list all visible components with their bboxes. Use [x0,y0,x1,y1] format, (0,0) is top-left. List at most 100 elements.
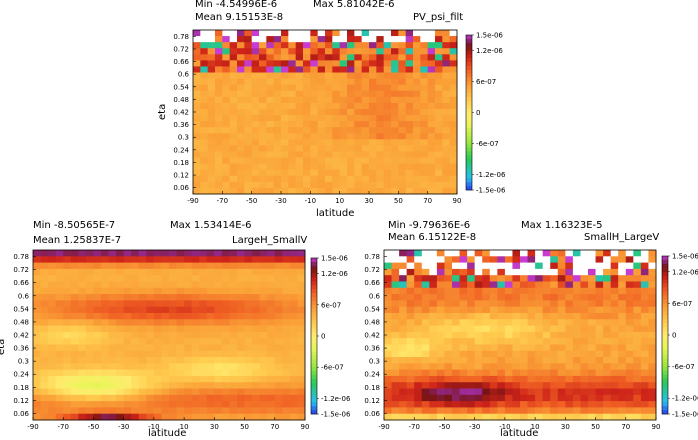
heatmap-cell-p3 [595,413,604,421]
heatmap-cell-p2 [229,287,238,295]
heatmap-cell-p3 [610,413,619,421]
heatmap-cell-p2 [116,331,125,339]
heatmap-cell-p1 [295,84,304,92]
heatmap-cell-p1 [449,72,458,79]
heatmap-cell-p3 [406,325,415,333]
heatmap-cell-p1 [347,163,355,171]
heatmap-cell-p2 [252,250,261,257]
heatmap-cell-p1 [281,127,289,134]
heatmap-cell-p2 [153,388,162,396]
heatmap-cell-p3 [459,275,468,282]
heatmap-cell-p3 [452,312,460,320]
heatmap-cell-p1 [435,151,443,158]
heatmap-cell-p1 [215,145,223,152]
heatmap-cell-p3 [527,300,536,308]
heatmap-cell-p3 [406,394,415,402]
heatmap-cell-p2 [138,312,147,320]
heatmap-cell-p2 [161,256,170,263]
heatmap-cell-p2 [237,375,245,383]
heatmap-cell-p3 [610,268,619,276]
heatmap-cell-p1 [354,66,363,73]
heatmap-cell-p3 [482,375,491,383]
heatmap-cell-p2 [161,388,170,396]
colorbar-segment-p2 [311,285,317,290]
heatmap-cell-p1 [295,108,304,116]
heatmap-cell-p3 [625,401,634,408]
heatmap-cell-p1 [354,127,363,134]
heatmap-cell-p3 [452,319,460,326]
heatmap-cell-p3 [618,281,627,289]
heatmap-cell-p3 [482,388,491,396]
heatmap-cell-p3 [504,256,513,263]
heatmap-cell-p3 [444,287,453,295]
heatmap-cell-p3 [580,256,589,263]
colorbar-tick-label-p2: 1.2e-06 [321,270,348,278]
heatmap-cell-p2 [63,350,72,358]
heatmap-cell-p2 [199,363,208,371]
heatmap-cell-p2 [33,382,41,389]
heatmap-cell-p1 [200,102,209,110]
heatmap-cell-p3 [436,388,445,396]
y-tick-label-p1: 0.12 [173,172,189,180]
heatmap-cell-p3 [482,275,491,282]
heatmap-cell-p1 [325,42,333,49]
heatmap-cell-p3 [399,275,408,282]
heatmap-cell-p1 [361,127,370,134]
heatmap-cell-p1 [391,54,399,61]
heatmap-cell-p2 [259,357,268,364]
heatmap-cell-p3 [399,394,408,402]
heatmap-cell-p2 [214,294,223,301]
heatmap-cell-p1 [281,187,289,195]
heatmap-cell-p3 [489,300,498,308]
heatmap-cell-p2 [267,319,276,326]
heatmap-cell-p3 [444,394,453,402]
heatmap-cell-p1 [273,139,282,146]
heatmap-cell-p3 [391,256,400,263]
heatmap-cell-p2 [116,382,125,389]
heatmap-cell-p2 [78,250,87,257]
heatmap-cell-p2 [297,338,306,345]
heatmap-cell-p3 [580,401,589,408]
heatmap-cell-p1 [376,66,385,73]
colorbar-segment-p2 [311,394,317,399]
heatmap-cell-p3 [550,319,559,326]
heatmap-cell-p3 [550,344,559,352]
heatmap-cell-p1 [435,78,443,86]
heatmap-cell-p3 [580,350,589,358]
heatmap-cell-p3 [610,338,619,345]
heatmap-cell-p2 [108,363,117,371]
heatmap-cell-p2 [206,369,215,377]
heatmap-cell-p3 [436,275,445,282]
heatmap-cell-p1 [259,175,267,183]
heatmap-cell-p3 [572,382,581,389]
heatmap-cell-p3 [625,394,634,402]
heatmap-cell-p3 [414,369,423,377]
heatmap-cell-p1 [391,48,399,55]
heatmap-cell-p3 [565,375,574,383]
heatmap-cell-p3 [482,294,491,301]
heatmap-cell-p1 [420,72,429,79]
heatmap-cell-p3 [452,268,460,276]
heatmap-cell-p2 [78,394,87,402]
heatmap-cell-p1 [251,78,260,86]
heatmap-cell-p3 [565,262,574,270]
heatmap-cell-p1 [207,72,216,79]
heatmap-cell-p1 [369,175,377,183]
heatmap-cell-p2 [138,319,147,326]
colorbar-segment-p3 [662,307,668,312]
heatmap-cell-p1 [251,181,260,189]
heatmap-cell-p2 [169,363,177,371]
heatmap-cell-p1 [200,145,209,152]
heatmap-cell-p2 [85,401,94,408]
heatmap-cell-p2 [93,275,102,282]
heatmap-cell-p1 [405,169,414,177]
heatmap-cell-p2 [153,256,162,263]
heatmap-cell-p3 [580,300,589,308]
heatmap-cell-p2 [138,250,147,257]
heatmap-cell-p2 [131,338,140,345]
heatmap-cell-p1 [259,163,267,171]
heatmap-cell-p2 [161,287,170,295]
heatmap-cell-p1 [405,96,414,104]
heatmap-cell-p1 [215,72,223,79]
heatmap-cell-p1 [317,121,326,128]
